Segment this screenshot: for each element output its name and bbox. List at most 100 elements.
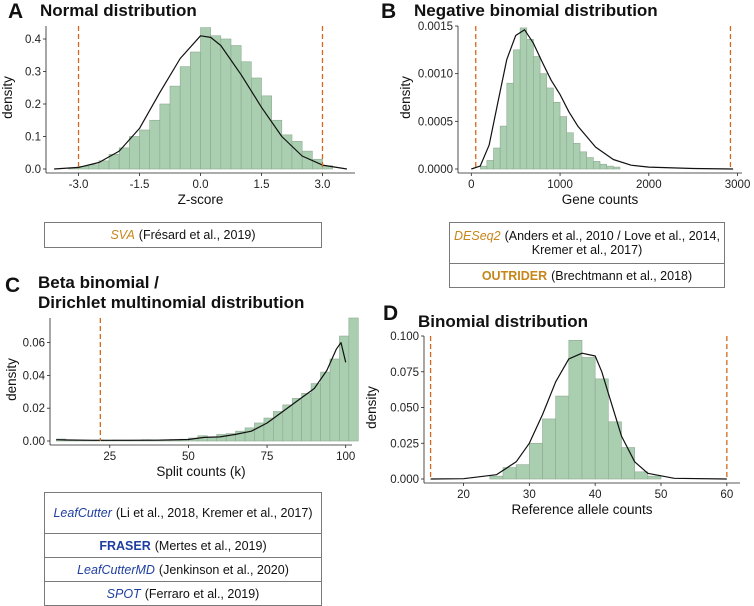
y-axis-label: density: [4, 358, 19, 401]
histogram-bar: [621, 447, 635, 480]
citation: (Li et al., 2018, Kremer et al., 2017): [115, 506, 313, 520]
histogram-bar: [594, 378, 609, 480]
x-tick-label: 3000: [725, 179, 751, 191]
panel-c-letter: C: [5, 274, 21, 297]
histogram-bar: [647, 475, 662, 480]
y-tick-label: 0.00: [23, 436, 45, 448]
citation: (Frésard et al., 2019): [138, 228, 256, 242]
tool-name: FRASER: [99, 538, 151, 553]
tool-name: OUTRIDER: [481, 268, 548, 283]
x-tick-label: -3.0: [69, 179, 89, 191]
panel-b-chart: 0.0000 0.0005 0.0010 0.0015 0 1000 2000 3000 Gen…: [0, 0, 754, 215]
density-curve: [430, 352, 727, 480]
x-tick-label: 75: [261, 451, 274, 463]
histogram-bar: [489, 475, 504, 480]
reference-text: FRASER (Mertes et al., 2019): [99, 539, 266, 553]
citation: (Ferraro et al., 2019): [144, 586, 260, 601]
reference-text: LeafCutter (Li et al., 2018, Kremer et al…: [53, 506, 312, 520]
panel-c-references: LeafCutter (Li et al., 2018, Kremer et al…: [44, 492, 322, 606]
tool-name: SPOT: [106, 586, 141, 601]
y-tick-label: 0.025: [390, 438, 419, 450]
y-tick-label: 0.0: [25, 164, 41, 176]
chart-svg: 0.0 0.1 0.2 0.3 0.4 -3.0 -1.5 0.0 1.5 3.0 Z-score d…: [0, 26, 355, 207]
tool-name: LeafCutterMD: [77, 562, 155, 577]
x-tick-label: 20: [457, 489, 470, 501]
y-tick-label: 0.1: [25, 132, 41, 144]
y-tick-label: 0.100: [390, 331, 419, 343]
histogram-bar: [634, 471, 649, 480]
y-tick-label: 0.06: [23, 338, 45, 350]
panel-b-title: Negative binomial distribution: [414, 1, 658, 20]
y-axis-label: density: [0, 76, 15, 119]
x-axis-label: Gene counts: [562, 192, 639, 207]
x-axis-label: Reference allele counts: [511, 502, 652, 517]
x-tick-label: 3.0: [314, 179, 330, 191]
reference-text: SPOT (Ferraro et al., 2019): [107, 587, 260, 601]
x-axis-label: Split counts (k): [156, 464, 245, 479]
reference-row: OUTRIDER (Brechtmann et al., 2018): [450, 263, 724, 287]
chart-svg: 0.0000 0.0005 0.0010 0.0015 0 1000 2000 3000 Gen…: [398, 21, 751, 207]
panel-a-chart: 0.0 0.1 0.2 0.3 0.4 -3.0 -1.5 0.0 1.5 3.0 Z-score d…: [0, 0, 377, 215]
density-curve: [56, 342, 347, 441]
x-tick-label: 100: [336, 451, 355, 463]
histogram-bar: [515, 464, 530, 480]
panel-b-letter: B: [381, 0, 397, 23]
chart-svg: 0.00 0.02 0.04 0.06 25 50 75 100 Split counts (k…: [4, 317, 359, 479]
y-tick-label: 0.0010: [418, 69, 453, 81]
y-tick-label: 0.000: [390, 474, 419, 486]
y-tick-label: 0.02: [23, 403, 45, 415]
reference-text: OUTRIDER (Brechtmann et al., 2018): [482, 269, 692, 283]
x-axis-label: Z-score: [178, 192, 224, 207]
reference-text: DESeq2 (Anders et al., 2010 / Love et al.…: [454, 229, 720, 257]
panel-d-title: Binomial distribution: [418, 312, 588, 331]
panel-b-references: DESeq2 (Anders et al., 2010 / Love et al.…: [449, 222, 725, 288]
density-curve: [471, 29, 734, 170]
x-tick-label: 30: [523, 489, 536, 501]
tool-name: DESeq2: [454, 229, 501, 243]
citation: (Brechtmann et al., 2018): [551, 268, 693, 283]
histogram-bar: [568, 339, 583, 480]
citation: (Jenkinson et al., 2020): [158, 562, 289, 577]
tool-name: SVA: [110, 228, 135, 242]
histogram-bar: [542, 418, 556, 480]
reference-row: LeafCutter (Li et al., 2018, Kremer et al…: [45, 493, 321, 533]
tool-name: LeafCutter: [53, 506, 112, 520]
y-axis-label: density: [398, 76, 413, 119]
x-tick-label: 40: [589, 489, 602, 501]
y-tick-label: 0.04: [23, 370, 46, 382]
histogram-bar: [529, 442, 543, 480]
panel-a-references: SVA (Frésard et al., 2019): [44, 222, 322, 248]
histogram-bar: [581, 357, 596, 480]
density-curve: [54, 35, 347, 170]
x-tick-label: 1.5: [253, 179, 269, 191]
reference-row: LeafCutterMD (Jenkinson et al., 2020): [45, 557, 321, 581]
panel-d-letter: D: [383, 302, 399, 325]
x-tick-label: 50: [182, 451, 195, 463]
reference-text: SVA (Frésard et al., 2019): [110, 228, 255, 242]
x-tick-label: 60: [720, 489, 733, 501]
histogram-bar: [348, 317, 359, 442]
panel-c-title-line2: Dirichlet multinomial distribution: [38, 293, 305, 312]
y-tick-label: 0.3: [25, 67, 41, 79]
x-tick-label: 2000: [636, 179, 662, 191]
panel-c-title-line1: Beta binomial /: [38, 273, 159, 292]
x-tick-label: 25: [103, 451, 116, 463]
y-axis-label: density: [364, 386, 379, 429]
x-tick-label: 0.0: [193, 179, 209, 191]
reference-text: LeafCutterMD (Jenkinson et al., 2020): [77, 563, 289, 577]
panel-a-title: Normal distribution: [40, 1, 197, 20]
panel-a-letter: A: [8, 0, 24, 23]
histogram-bar: [555, 395, 570, 480]
x-tick-label: 50: [655, 489, 668, 501]
reference-row: DESeq2 (Anders et al., 2010 / Love et al.…: [450, 223, 724, 263]
y-tick-label: 0.050: [390, 403, 419, 415]
y-tick-label: 0.4: [25, 34, 42, 46]
y-tick-label: 0.2: [25, 99, 41, 111]
y-tick-label: 0.0015: [418, 21, 453, 33]
citation: (Mertes et al., 2019): [154, 538, 267, 553]
histogram-bar: [613, 166, 621, 170]
reference-row: SVA (Frésard et al., 2019): [45, 223, 321, 247]
x-tick-label: -1.5: [130, 179, 150, 191]
